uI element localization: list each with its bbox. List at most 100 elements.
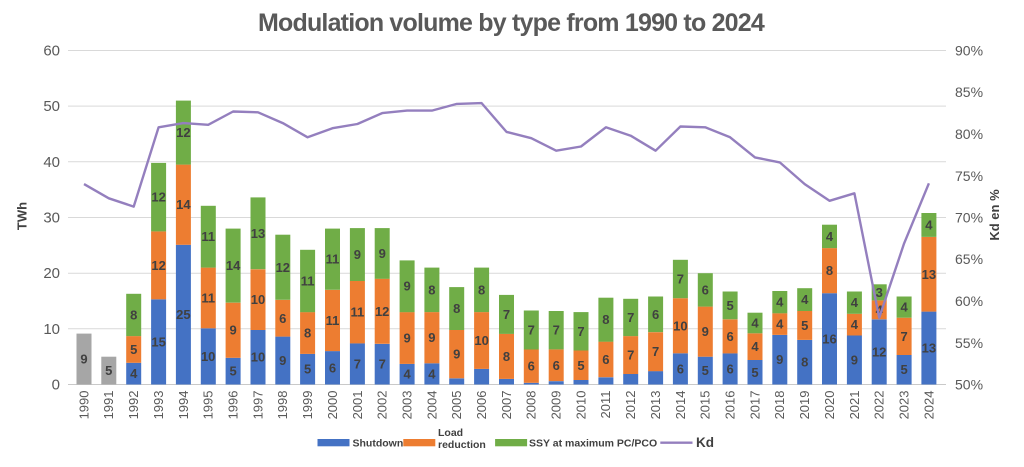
svg-text:20: 20 — [43, 265, 60, 282]
svg-text:9: 9 — [354, 247, 361, 262]
svg-text:9: 9 — [428, 330, 435, 345]
svg-text:6: 6 — [329, 360, 336, 375]
svg-text:8: 8 — [602, 312, 609, 327]
svg-text:5: 5 — [130, 342, 137, 357]
svg-text:11: 11 — [326, 313, 340, 328]
svg-text:11: 11 — [351, 305, 365, 320]
svg-text:4: 4 — [776, 317, 784, 332]
svg-text:1992: 1992 — [126, 391, 141, 420]
svg-text:9: 9 — [776, 352, 783, 367]
svg-text:4: 4 — [851, 295, 859, 310]
svg-text:9: 9 — [80, 352, 87, 367]
svg-text:4: 4 — [801, 292, 809, 307]
svg-text:2016: 2016 — [723, 391, 738, 420]
svg-text:4: 4 — [851, 317, 859, 332]
svg-text:SSY at maximum PC/PCO: SSY at maximum PC/PCO — [529, 438, 657, 450]
svg-text:2003: 2003 — [399, 391, 414, 420]
svg-text:7: 7 — [503, 307, 510, 322]
svg-text:9: 9 — [229, 323, 236, 338]
svg-text:14: 14 — [226, 258, 241, 273]
svg-text:4: 4 — [876, 302, 884, 317]
svg-text:Shutdown: Shutdown — [353, 438, 404, 450]
svg-text:7: 7 — [627, 348, 634, 363]
svg-text:4: 4 — [826, 229, 834, 244]
svg-text:12: 12 — [375, 304, 389, 319]
svg-text:2020: 2020 — [822, 391, 837, 420]
svg-text:5: 5 — [900, 362, 907, 377]
svg-text:2006: 2006 — [474, 391, 489, 420]
svg-text:7: 7 — [379, 357, 386, 372]
svg-text:6: 6 — [652, 307, 659, 322]
svg-text:5: 5 — [304, 362, 311, 377]
svg-text:4: 4 — [900, 300, 908, 315]
svg-text:reduction: reduction — [438, 439, 486, 451]
svg-text:2012: 2012 — [623, 391, 638, 420]
svg-text:2008: 2008 — [524, 391, 539, 420]
svg-text:6: 6 — [528, 359, 535, 374]
svg-text:11: 11 — [201, 290, 215, 305]
svg-text:6: 6 — [279, 311, 286, 326]
svg-text:4: 4 — [925, 218, 933, 233]
svg-text:1998: 1998 — [275, 391, 290, 420]
svg-text:6: 6 — [553, 358, 560, 373]
svg-text:1991: 1991 — [101, 391, 116, 420]
svg-text:8: 8 — [801, 355, 808, 370]
svg-text:8: 8 — [130, 307, 137, 322]
svg-text:2010: 2010 — [573, 391, 588, 420]
svg-text:2001: 2001 — [350, 391, 365, 420]
svg-text:65%: 65% — [955, 251, 983, 267]
svg-text:2000: 2000 — [325, 391, 340, 420]
svg-text:5: 5 — [801, 318, 808, 333]
svg-text:9: 9 — [379, 246, 386, 261]
svg-text:15: 15 — [151, 334, 165, 349]
svg-text:2013: 2013 — [648, 391, 663, 420]
svg-text:1996: 1996 — [226, 391, 241, 420]
svg-text:2004: 2004 — [424, 391, 439, 420]
svg-text:2009: 2009 — [549, 391, 564, 420]
svg-text:4: 4 — [428, 366, 436, 381]
svg-text:0: 0 — [52, 377, 60, 394]
svg-text:2018: 2018 — [772, 391, 787, 420]
svg-text:60: 60 — [43, 43, 60, 60]
svg-text:2015: 2015 — [698, 391, 713, 420]
svg-text:85%: 85% — [955, 84, 983, 100]
svg-text:7: 7 — [553, 323, 560, 338]
svg-text:11: 11 — [301, 274, 315, 289]
svg-text:80%: 80% — [955, 126, 983, 142]
svg-text:50: 50 — [43, 98, 60, 115]
svg-text:9: 9 — [851, 353, 858, 368]
svg-text:6: 6 — [726, 329, 733, 344]
svg-text:2005: 2005 — [449, 391, 464, 420]
svg-text:25: 25 — [176, 307, 190, 322]
svg-text:1993: 1993 — [151, 391, 166, 420]
svg-text:Load: Load — [438, 427, 463, 439]
svg-text:7: 7 — [528, 322, 535, 337]
svg-text:6: 6 — [702, 282, 709, 297]
svg-text:4: 4 — [751, 316, 759, 331]
svg-text:55%: 55% — [955, 335, 983, 351]
svg-text:12: 12 — [176, 125, 190, 140]
svg-text:7: 7 — [577, 324, 584, 339]
svg-text:8: 8 — [304, 326, 311, 341]
svg-text:8: 8 — [478, 282, 485, 297]
svg-text:11: 11 — [201, 229, 215, 244]
svg-text:7: 7 — [900, 329, 907, 344]
svg-text:8: 8 — [428, 282, 435, 297]
svg-text:2014: 2014 — [673, 391, 688, 420]
svg-text:2011: 2011 — [598, 391, 613, 419]
svg-text:10: 10 — [201, 349, 215, 364]
svg-text:8: 8 — [503, 349, 510, 364]
svg-text:1990: 1990 — [76, 391, 91, 420]
svg-text:Modulation volume by type from: Modulation volume by type from 1990 to 2… — [258, 9, 765, 37]
svg-text:30: 30 — [43, 210, 60, 227]
svg-text:2002: 2002 — [375, 391, 390, 420]
svg-text:6: 6 — [602, 352, 609, 367]
svg-text:4: 4 — [776, 295, 784, 310]
svg-text:10: 10 — [474, 333, 488, 348]
svg-text:6: 6 — [726, 361, 733, 376]
svg-text:5: 5 — [702, 363, 709, 378]
svg-text:9: 9 — [453, 347, 460, 362]
svg-text:TWh: TWh — [15, 202, 30, 230]
svg-text:2023: 2023 — [897, 391, 912, 420]
svg-text:Kd en %: Kd en % — [987, 189, 1002, 241]
